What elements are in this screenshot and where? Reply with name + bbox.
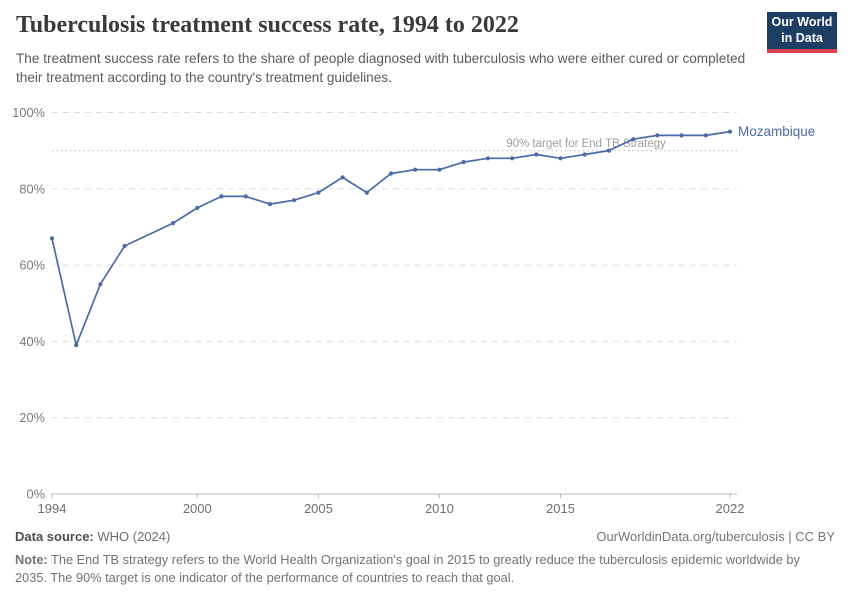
data-point[interactable] [655,133,660,138]
chart-footer: Data source: WHO (2024) OurWorldinData.o… [15,529,835,600]
data-source-label: Data source: [15,529,94,544]
owid-logo-line1: Our World [771,15,833,30]
data-point[interactable] [413,167,418,172]
series-end-label[interactable]: Mozambique [738,124,815,139]
data-point[interactable] [606,148,612,153]
chart-note-label: Note: [15,552,48,567]
y-axis-label: 100% [12,105,45,120]
owid-logo-red-bar [767,49,837,53]
data-point[interactable] [267,202,272,207]
data-point[interactable] [388,171,394,176]
data-point[interactable] [195,205,200,210]
data-point[interactable] [219,194,224,199]
data-point[interactable] [582,152,587,157]
data-point[interactable] [49,236,55,241]
data-point[interactable] [727,129,733,134]
data-point[interactable] [364,190,369,195]
data-point[interactable] [122,243,127,249]
x-axis-label: 2010 [425,501,454,516]
data-point[interactable] [485,156,490,161]
x-axis-label: 2005 [304,501,333,516]
chart-header: Tuberculosis treatment success rate, 199… [16,12,761,88]
x-axis-label: 2015 [546,501,575,516]
owid-logo-box: Our World in Data [767,12,837,49]
attribution-link[interactable]: OurWorldinData.org/tuberculosis | CC BY [596,529,835,544]
data-point[interactable] [558,156,563,161]
data-point[interactable] [292,198,297,203]
data-point[interactable] [316,190,321,195]
data-point[interactable] [509,156,515,161]
chart-note: Note: The End TB strategy refers to the … [15,551,835,587]
line-chart[interactable]: 0% 20% 40% 60% 80% 100% 1994 2000 2005 2010 2015 20… [0,100,850,525]
data-point[interactable] [703,133,708,138]
data-point[interactable] [534,152,539,157]
data-source: Data source: WHO (2024) [15,529,170,544]
data-point[interactable] [679,133,684,138]
x-axis-label: 1994 [38,501,67,516]
data-point[interactable] [74,343,79,348]
target-line-label: 90% target for End TB Strategy [506,138,666,150]
data-point[interactable] [243,194,248,199]
data-point[interactable] [631,137,636,142]
x-axis-label: 2000 [183,501,212,516]
y-axis-label: 0% [27,487,46,502]
owid-logo-line2: in Data [781,30,823,45]
x-axis-label: 2022 [716,501,745,516]
owid-logo[interactable]: Our World in Data [767,12,837,53]
data-source-value[interactable]: WHO (2024) [93,529,171,544]
y-axis-label: 80% [19,181,45,196]
chart-subtitle: The treatment success rate refers to the… [16,50,746,86]
trend-line[interactable] [51,130,731,347]
data-point[interactable] [171,221,176,226]
data-point[interactable] [437,167,442,172]
data-point[interactable] [98,282,103,287]
y-axis-label: 20% [19,410,45,425]
y-axis-label: 60% [19,258,45,273]
data-point[interactable] [461,160,466,165]
chart-note-text: The End TB strategy refers to the World … [15,552,800,585]
y-axis-label: 40% [19,334,45,349]
data-point[interactable] [340,175,345,180]
page-title: Tuberculosis treatment success rate, 199… [16,12,519,38]
